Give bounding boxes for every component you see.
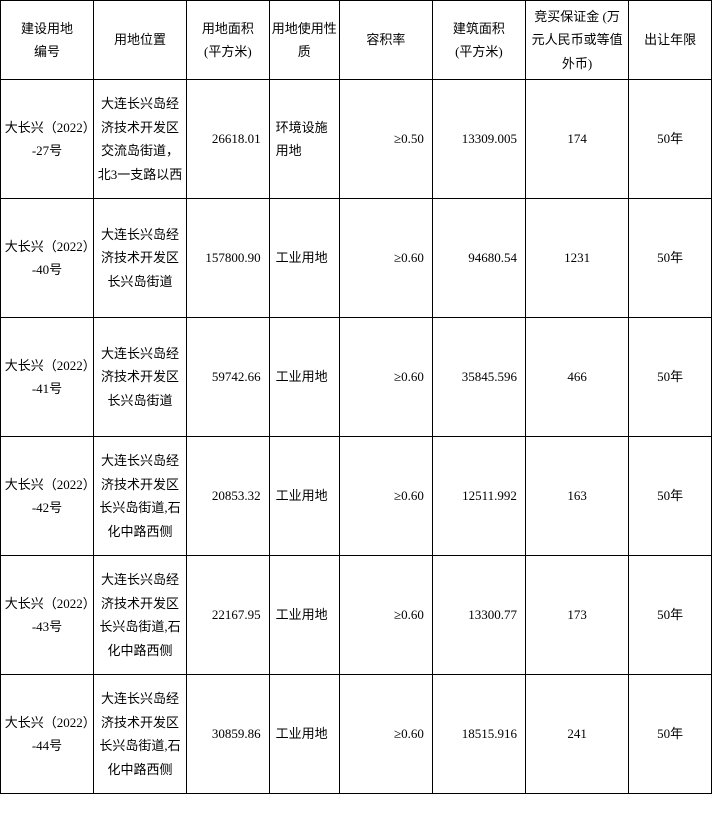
cell-area: 30859.86 [187,675,270,794]
cell-far: ≥0.60 [339,199,432,318]
cell-location: 大连长兴岛经济技术开发区长兴岛街道 [94,199,187,318]
cell-term: 50年 [629,437,712,556]
cell-area: 20853.32 [187,437,270,556]
cell-location: 大连长兴岛经济技术开发区长兴岛街道,石化中路西侧 [94,675,187,794]
cell-area: 26618.01 [187,80,270,199]
cell-location: 大连长兴岛经济技术开发区长兴岛街道 [94,318,187,437]
table-row: 大长兴（2022）-27号 大连长兴岛经济技术开发区交流岛街道，北3一支路以西 … [1,80,712,199]
cell-deposit: 466 [525,318,628,437]
cell-id: 大长兴（2022）-42号 [1,437,94,556]
table-header: 建设用地编号 用地位置 用地面积(平方米) 用地使用性质 容积率 建筑面积(平方… [1,1,712,80]
cell-build-area: 13300.77 [432,556,525,675]
table-row: 大长兴（2022）-40号 大连长兴岛经济技术开发区长兴岛街道 157800.9… [1,199,712,318]
land-table: 建设用地编号 用地位置 用地面积(平方米) 用地使用性质 容积率 建筑面积(平方… [0,0,712,794]
col-id: 建设用地编号 [1,1,94,80]
col-far: 容积率 [339,1,432,80]
cell-far: ≥0.60 [339,675,432,794]
cell-use: 工业用地 [269,675,339,794]
cell-location: 大连长兴岛经济技术开发区长兴岛街道,石化中路西侧 [94,556,187,675]
cell-id: 大长兴（2022）-27号 [1,80,94,199]
cell-term: 50年 [629,80,712,199]
cell-build-area: 35845.596 [432,318,525,437]
cell-id: 大长兴（2022）-41号 [1,318,94,437]
cell-term: 50年 [629,556,712,675]
col-area: 用地面积(平方米) [187,1,270,80]
cell-build-area: 12511.992 [432,437,525,556]
cell-deposit: 1231 [525,199,628,318]
table-row: 大长兴（2022）-41号 大连长兴岛经济技术开发区长兴岛街道 59742.66… [1,318,712,437]
table-body: 大长兴（2022）-27号 大连长兴岛经济技术开发区交流岛街道，北3一支路以西 … [1,80,712,794]
cell-id: 大长兴（2022）-40号 [1,199,94,318]
cell-build-area: 13309.005 [432,80,525,199]
cell-build-area: 94680.54 [432,199,525,318]
cell-far: ≥0.50 [339,80,432,199]
cell-far: ≥0.60 [339,437,432,556]
col-location: 用地位置 [94,1,187,80]
cell-far: ≥0.60 [339,318,432,437]
col-deposit: 竞买保证金 (万元人民币或等值外币) [525,1,628,80]
cell-area: 157800.90 [187,199,270,318]
table-row: 大长兴（2022）-42号 大连长兴岛经济技术开发区长兴岛街道,石化中路西侧 2… [1,437,712,556]
cell-id: 大长兴（2022）-43号 [1,556,94,675]
table-row: 大长兴（2022）-44号 大连长兴岛经济技术开发区长兴岛街道,石化中路西侧 3… [1,675,712,794]
col-build-area: 建筑面积(平方米) [432,1,525,80]
header-row: 建设用地编号 用地位置 用地面积(平方米) 用地使用性质 容积率 建筑面积(平方… [1,1,712,80]
cell-use: 工业用地 [269,199,339,318]
cell-deposit: 173 [525,556,628,675]
cell-term: 50年 [629,675,712,794]
cell-use: 环境设施用地 [269,80,339,199]
cell-use: 工业用地 [269,437,339,556]
cell-location: 大连长兴岛经济技术开发区交流岛街道，北3一支路以西 [94,80,187,199]
cell-term: 50年 [629,199,712,318]
cell-area: 22167.95 [187,556,270,675]
cell-use: 工业用地 [269,318,339,437]
cell-term: 50年 [629,318,712,437]
col-use: 用地使用性质 [269,1,339,80]
cell-far: ≥0.60 [339,556,432,675]
table-row: 大长兴（2022）-43号 大连长兴岛经济技术开发区长兴岛街道,石化中路西侧 2… [1,556,712,675]
col-term: 出让年限 [629,1,712,80]
cell-id: 大长兴（2022）-44号 [1,675,94,794]
cell-deposit: 174 [525,80,628,199]
cell-build-area: 18515.916 [432,675,525,794]
cell-area: 59742.66 [187,318,270,437]
cell-deposit: 241 [525,675,628,794]
cell-deposit: 163 [525,437,628,556]
cell-location: 大连长兴岛经济技术开发区长兴岛街道,石化中路西侧 [94,437,187,556]
cell-use: 工业用地 [269,556,339,675]
